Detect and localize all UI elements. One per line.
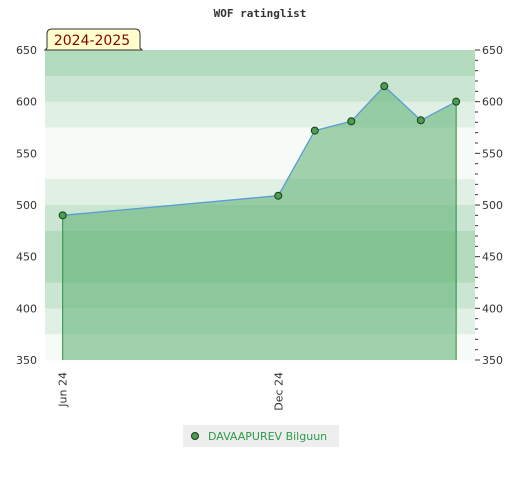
y-tick-label-right: 550 — [482, 147, 503, 160]
x-tick-label: Jun 24 — [57, 372, 70, 408]
data-point[interactable] — [347, 117, 356, 126]
y-tick-label-left: 350 — [16, 354, 37, 367]
y-tick-label-right: 350 — [482, 354, 503, 367]
data-point[interactable] — [58, 211, 67, 220]
legend-box — [183, 425, 339, 447]
area-layer — [62, 86, 457, 361]
marker-layer — [58, 82, 461, 220]
y-tick-label-right: 500 — [482, 199, 503, 212]
y-axis-left: 350 400 450 500 550 600 650 — [16, 44, 37, 367]
series-area — [62, 86, 457, 361]
y-axis-right: 350 400 450 500 550 600 650 — [475, 44, 503, 367]
y-tick-label-left: 450 — [16, 251, 37, 264]
data-point[interactable] — [274, 191, 283, 200]
season-badge-label: 2024-2025 — [54, 33, 130, 49]
background-band — [45, 50, 475, 77]
x-axis: Jun 24 Dec 24 — [57, 372, 286, 411]
y-tick-label-right: 600 — [482, 96, 503, 109]
background-band — [45, 75, 475, 103]
y-tick-label-left: 650 — [16, 44, 37, 57]
legend-label: DAVAAPUREV Bilguun — [208, 430, 327, 443]
data-point[interactable] — [380, 82, 389, 91]
chart-title: WOF ratinglist — [214, 7, 307, 20]
y-tick-label-left: 550 — [16, 147, 37, 160]
legend[interactable]: DAVAAPUREV Bilguun — [183, 425, 339, 447]
season-badge-shape — [43, 28, 144, 51]
y-tick-label-right: 650 — [482, 44, 503, 57]
y-tick-label-left: 500 — [16, 199, 37, 212]
y-tick-label-left: 400 — [16, 302, 37, 315]
data-point[interactable] — [310, 126, 319, 135]
y-tick-label-left: 600 — [16, 96, 37, 109]
y-tick-label-right: 400 — [482, 302, 503, 315]
y-tick-label-right: 450 — [482, 251, 503, 264]
x-tick-label: Dec 24 — [272, 372, 285, 411]
season-badge[interactable]: 2024-2025 — [43, 28, 144, 51]
legend-marker — [191, 432, 199, 440]
data-point[interactable] — [416, 116, 425, 125]
data-point[interactable] — [452, 97, 461, 106]
